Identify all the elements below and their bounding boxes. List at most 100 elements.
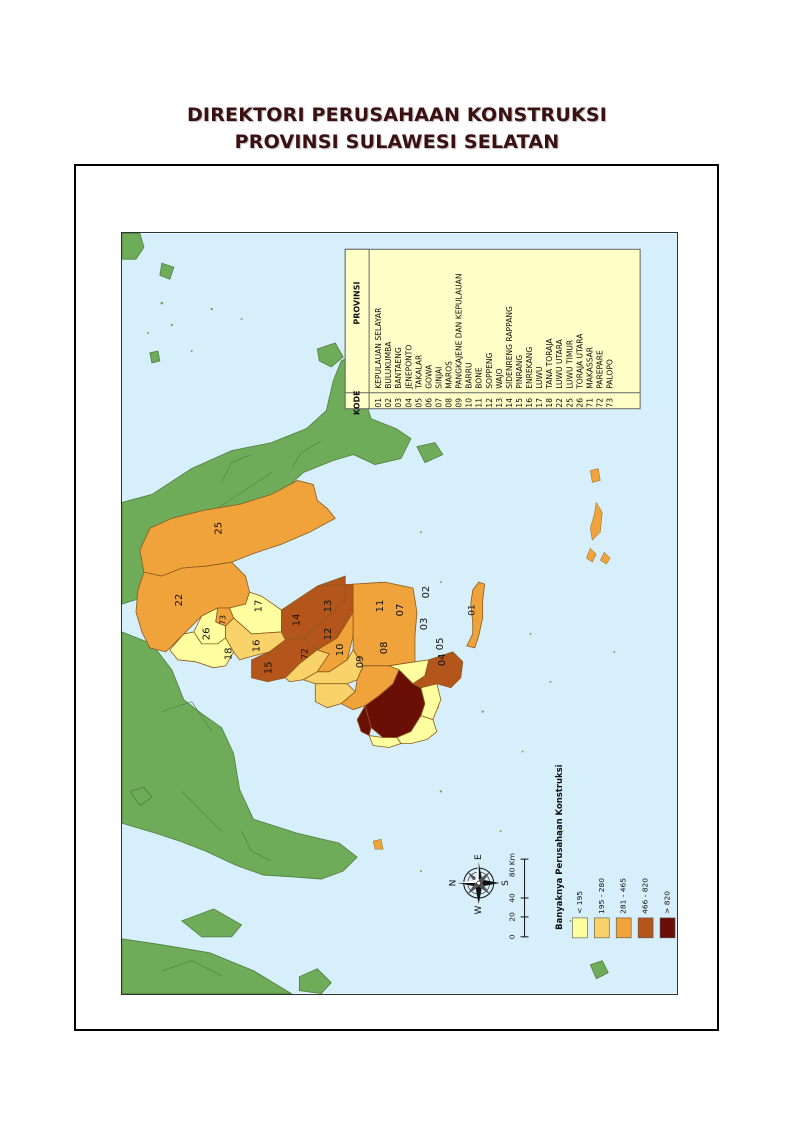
table-row-provinsi: KEPULAUAN SELAYAR — [374, 307, 383, 389]
district-04 — [396, 715, 438, 744]
compass-n: N — [448, 880, 458, 887]
legend-class-label: 281 - 465 — [619, 878, 628, 914]
table-row-provinsi: BANTAENG — [394, 347, 403, 389]
table-row-provinsi: ENREKANG — [525, 347, 534, 389]
table-row-provinsi: SINJAI — [434, 367, 443, 389]
table-row-kode: 01 — [374, 398, 383, 408]
table-row-kode: 11 — [475, 398, 484, 408]
table-row-kode: 09 — [455, 398, 464, 408]
label-72: 72 — [300, 648, 310, 659]
table-row-provinsi: PANGKAJENE DAN KEPULAUAN — [455, 273, 464, 388]
legend-swatch — [637, 917, 654, 939]
table-row-kode: 18 — [545, 398, 554, 408]
legend-class-label: > 820 — [663, 891, 672, 914]
label-11: 11 — [375, 600, 386, 613]
legend-class-label: 195 - 280 — [597, 878, 606, 914]
legend-swatch — [593, 917, 610, 939]
table-row-provinsi: MAROS — [445, 361, 454, 389]
table-row-provinsi: PALOPO — [606, 359, 615, 389]
label-13: 13 — [323, 600, 334, 613]
table-row-provinsi: BULUKUMBA — [384, 341, 393, 389]
table-row-provinsi: LUWU UTARA — [555, 338, 564, 388]
table-row-provinsi: BARRU — [465, 362, 474, 388]
table-row-provinsi: WAJO — [495, 368, 504, 388]
tiny-islets — [146, 301, 616, 922]
table-row-kode: 14 — [505, 398, 514, 408]
legend-swatches: < 195 195 - 280 281 - 465 466 - 820 > 820 — [572, 878, 676, 939]
table-row-kode: 08 — [445, 398, 454, 408]
table-row-kode: 16 — [525, 398, 534, 408]
compass-rose-icon: N S E W — [448, 854, 511, 914]
district-01 — [466, 581, 486, 649]
table-row-kode: 72 — [595, 398, 604, 408]
label-03: 03 — [419, 618, 430, 631]
label-17: 17 — [253, 600, 264, 613]
label-02: 02 — [421, 586, 432, 599]
compass-s: S — [501, 880, 511, 886]
table-row-kode: 06 — [424, 398, 433, 408]
district-02 — [412, 651, 464, 689]
legend-class-label: < 195 — [575, 891, 584, 914]
legend-class-label: 466 - 820 — [641, 878, 650, 914]
map-frame — [74, 164, 719, 1031]
table-row-kode: 13 — [495, 398, 504, 408]
scale-tick-80: 80 Km — [508, 853, 517, 877]
scale-tick-0: 0 — [508, 934, 517, 939]
table-row-kode: 05 — [414, 398, 423, 408]
sulawesi-selatan-districts — [135, 480, 486, 748]
table-row-kode: 22 — [555, 398, 564, 408]
map: 25 22 73 17 26 18 16 14 13 15 72 12 11 1… — [121, 232, 678, 995]
scale-tick-20: 20 — [508, 912, 517, 922]
label-12: 12 — [323, 628, 334, 641]
label-25: 25 — [214, 522, 225, 535]
legend-swatch — [615, 917, 632, 939]
table-row-kode: 02 — [384, 398, 393, 408]
class-legend: Banyaknya Perusahaan Konstruksi < 195 195… — [554, 764, 676, 939]
table-row-kode: 71 — [585, 398, 594, 408]
table-row-provinsi: GOWA — [424, 364, 433, 389]
table-row-provinsi: LUWU — [535, 366, 544, 388]
table-row-kode: 73 — [606, 398, 615, 408]
table-header-kode: KODE — [353, 390, 362, 415]
table-row-kode: 15 — [515, 398, 524, 408]
page-title-line-1: DIREKTORI PERUSAHAAN KONSTRUKSI — [186, 104, 608, 126]
table-row-kode: 26 — [575, 398, 584, 408]
table-row-provinsi: JENEPONTO — [404, 345, 413, 390]
scale-bar: 0 20 40 80 Km — [508, 853, 529, 939]
compass-w: W — [474, 905, 484, 914]
legend-swatch — [659, 917, 676, 939]
table-header-provinsi: PROVINSI — [353, 282, 362, 325]
table-row-provinsi: TANA TORAJA — [545, 338, 554, 390]
table-row-kode: 10 — [465, 398, 474, 408]
table-row-provinsi: MAKASSAR — [585, 346, 594, 389]
table-row-kode: 04 — [404, 398, 413, 408]
table-row-kode: 03 — [394, 398, 403, 408]
surrounding-land — [122, 233, 609, 994]
label-09: 09 — [355, 655, 366, 668]
label-22: 22 — [174, 594, 185, 607]
label-15: 15 — [263, 661, 274, 674]
table-row-provinsi: TAKALAR — [414, 354, 423, 390]
label-26: 26 — [202, 628, 213, 641]
district-71 — [356, 704, 372, 737]
table-row-kode: 25 — [565, 398, 574, 408]
label-73: 73 — [219, 615, 228, 625]
label-16: 16 — [252, 640, 263, 653]
label-07: 07 — [395, 604, 406, 617]
label-01: 01 — [468, 604, 478, 615]
table-row-provinsi: PAREPARE — [595, 350, 604, 389]
legend-title: Banyaknya Perusahaan Konstruksi — [554, 764, 564, 930]
label-05: 05 — [435, 638, 446, 651]
table-row-kode: 17 — [535, 398, 544, 408]
table-row-kode: 12 — [485, 398, 494, 408]
table-row-provinsi: SIDENRENG RAPPANG — [505, 306, 514, 389]
table-row-kode: 07 — [434, 398, 443, 408]
label-18: 18 — [224, 648, 235, 661]
table-row-provinsi: LUWU TIMUR — [565, 339, 574, 389]
label-14: 14 — [291, 614, 302, 627]
district-labels: 25 22 73 17 26 18 16 14 13 15 72 12 11 1… — [174, 522, 478, 674]
table-row-provinsi: BONE — [475, 367, 484, 389]
table-row-provinsi: SOPPENG — [485, 353, 494, 389]
